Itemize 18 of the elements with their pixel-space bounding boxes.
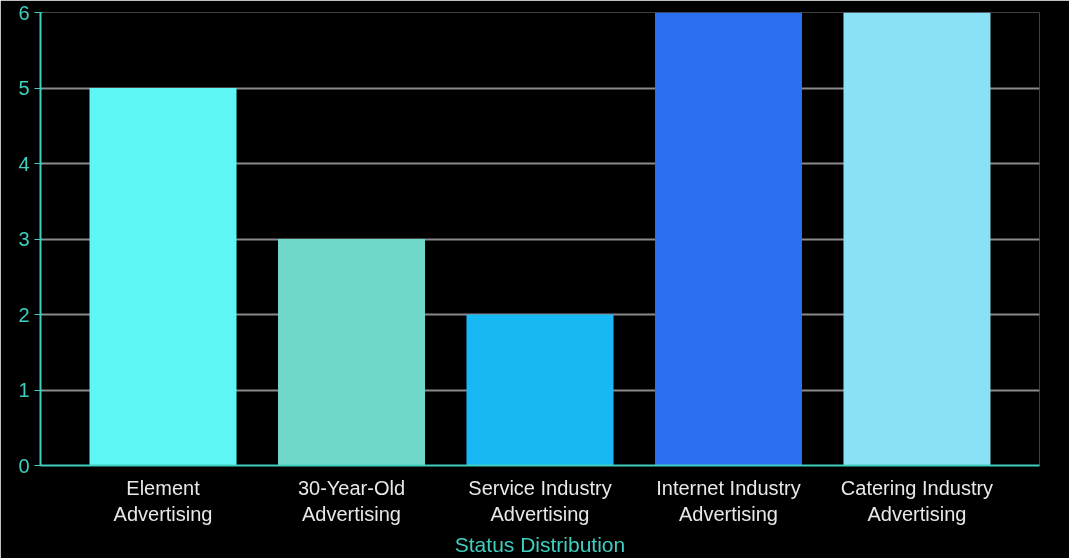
y-tick-label: 2 [18, 303, 30, 326]
x-tick-label: Service Industry Advertising [468, 476, 612, 525]
bar [654, 12, 802, 466]
x-tick-label: Element Advertising [113, 476, 213, 525]
y-tick-label: 5 [18, 77, 30, 99]
y-tick-label: 0 [18, 454, 30, 477]
bar [466, 314, 614, 466]
x-tick-label: 30-Year-Old Advertising [297, 476, 406, 525]
x-tick-label: Internet Industry Advertising [656, 476, 801, 525]
y-tick-label: 1 [18, 379, 30, 401]
bar [89, 88, 237, 466]
bar [843, 12, 991, 466]
bar [278, 239, 426, 466]
y-tick-label: 4 [18, 152, 30, 175]
y-tick-label: 6 [18, 1, 30, 24]
x-axis-title: Status Distribution [454, 532, 626, 556]
x-tick-label: Catering Industry Advertising [840, 476, 994, 525]
y-tick-label: 3 [18, 228, 30, 250]
